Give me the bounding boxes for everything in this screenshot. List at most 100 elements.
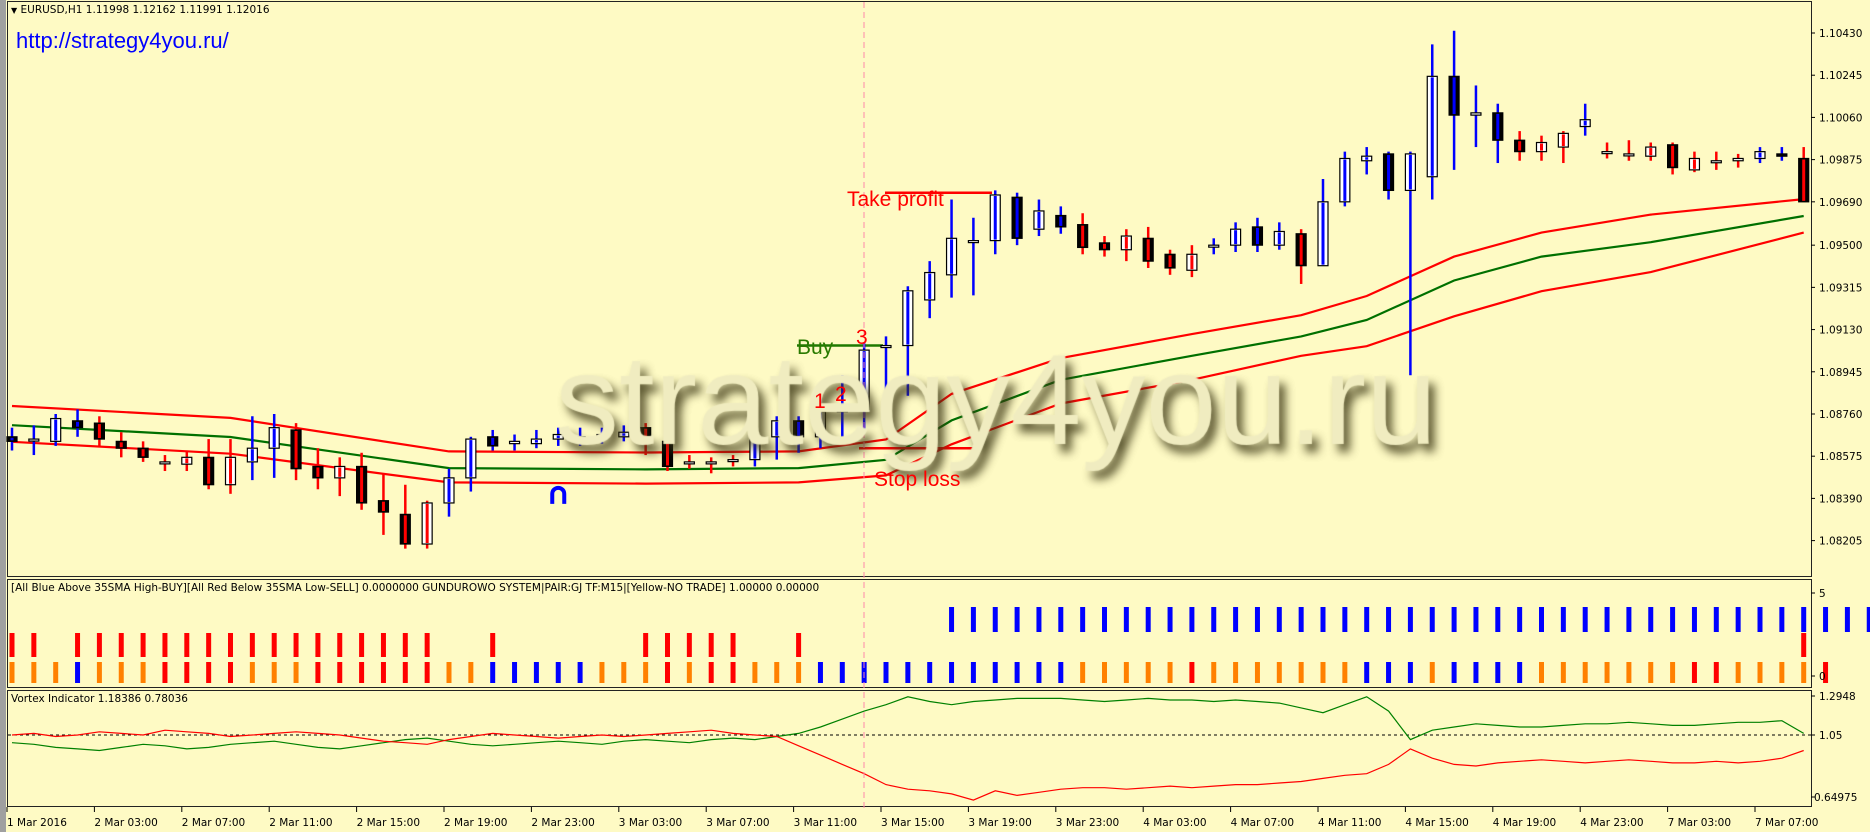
dropdown-triangle-icon[interactable]: ▼: [11, 6, 18, 15]
histogram-bar: [359, 662, 365, 683]
vortex-axis-label: 1.2948: [1819, 691, 1856, 703]
histogram-bar: [1276, 607, 1282, 632]
time-axis-label: 4 Mar 03:00: [1143, 817, 1206, 829]
candle-body: [705, 461, 717, 465]
symbol-header: ▼ EURUSD,H1 1.11998 1.12162 1.11991 1.12…: [11, 4, 270, 16]
histogram-bar: [1539, 662, 1544, 683]
histogram-bar: [970, 607, 976, 632]
histogram-bar: [31, 662, 37, 683]
histogram-bar: [1058, 607, 1064, 632]
histogram-bar: [905, 662, 911, 683]
histogram-bar: [796, 662, 802, 683]
histogram-bar: [1735, 662, 1741, 683]
histogram-bar: [1713, 607, 1719, 632]
histogram-bar: [1123, 662, 1129, 683]
time-axis-label: 4 Mar 07:00: [1231, 817, 1294, 829]
histogram-bar: [1102, 662, 1107, 683]
histogram-bar: [817, 662, 823, 683]
histogram-bar: [1560, 662, 1566, 683]
time-axis-label: 7 Mar 07:00: [1755, 817, 1818, 829]
time-axis-label: 3 Mar 11:00: [794, 817, 857, 829]
histogram-bar: [359, 633, 365, 657]
histogram-bar: [1167, 662, 1173, 683]
histogram-bar: [512, 662, 518, 683]
histogram-bar: [555, 662, 561, 683]
histogram-bar: [1233, 662, 1239, 683]
histogram-bar: [1582, 607, 1588, 632]
histogram-bar: [1648, 662, 1654, 683]
histogram-bar: [949, 607, 955, 632]
histogram-bar: [665, 633, 670, 657]
price-axis-label: 1.08205: [1819, 536, 1862, 548]
histogram-bar: [1473, 662, 1479, 683]
price-axis-label: 1.09690: [1819, 197, 1862, 209]
histogram-bar: [184, 633, 190, 657]
histogram-bar: [686, 662, 692, 683]
histogram-bar: [1014, 662, 1020, 683]
histogram-bar: [1495, 662, 1501, 683]
histogram-bar: [1648, 607, 1654, 632]
time-axis-label: 4 Mar 23:00: [1580, 817, 1643, 829]
histogram-bar: [271, 662, 277, 683]
time-axis-label: 4 Mar 15:00: [1405, 817, 1468, 829]
histogram-bar: [1757, 607, 1763, 632]
histogram-bar: [96, 662, 102, 683]
histogram-bar: [1626, 607, 1632, 632]
histogram-bar: [1036, 607, 1042, 632]
histogram-bar: [1844, 607, 1850, 632]
histogram-bar: [1560, 607, 1566, 632]
vortex-axis-label: 0.64975: [1814, 792, 1857, 804]
histogram-bar: [1211, 607, 1217, 632]
stop-loss-label: Stop loss: [874, 468, 961, 491]
indicator-header: [All Blue Above 35SMA High-BUY][All Red …: [11, 582, 820, 594]
histogram-bar: [533, 662, 539, 683]
candle-body: [967, 240, 980, 244]
histogram-bar: [1298, 607, 1304, 632]
histogram-bar: [490, 662, 496, 683]
signal-2-label: 2: [835, 383, 847, 406]
histogram-bar: [228, 662, 233, 683]
histogram-bar: [53, 662, 59, 683]
histogram-bar: [249, 662, 255, 683]
histogram-bar: [337, 633, 343, 657]
histogram-bar: [446, 662, 452, 683]
histogram-bar: [468, 662, 474, 683]
histogram-bar: [140, 633, 146, 657]
histogram-bar: [1298, 662, 1304, 683]
histogram-bar: [1779, 607, 1785, 632]
histogram-bar: [1801, 633, 1807, 657]
histogram-bar: [839, 662, 845, 683]
histogram-bar: [1801, 607, 1807, 632]
candle-body: [1470, 112, 1482, 116]
histogram-bar: [162, 633, 168, 657]
time-axis-label: 3 Mar 07:00: [706, 817, 769, 829]
histogram-bar: [1145, 607, 1151, 632]
histogram-bar: [96, 633, 102, 657]
signal-1-label: 1: [814, 390, 826, 413]
price-axis-label: 1.10245: [1819, 70, 1862, 82]
candle-body: [1623, 153, 1635, 157]
histogram-bar: [1713, 662, 1719, 683]
histogram-bar: [490, 633, 496, 657]
price-axis-label: 1.09875: [1819, 155, 1862, 167]
time-axis-label: 1 Mar 2016: [7, 817, 67, 829]
histogram-bar: [577, 662, 583, 683]
candle: [50, 413, 62, 446]
histogram-bar: [1189, 607, 1195, 632]
vortex-header: Vortex Indicator 1.18386 0.78036: [11, 693, 188, 705]
time-axis-label: 2 Mar 19:00: [444, 817, 507, 829]
histogram-bar: [1604, 662, 1610, 683]
price-axis-label: 1.09500: [1819, 240, 1862, 252]
histogram-bar: [162, 662, 168, 683]
website-url[interactable]: http://strategy4you.ru/: [16, 28, 229, 53]
candle-body: [1208, 244, 1220, 248]
time-axis-label: 4 Mar 19:00: [1493, 817, 1556, 829]
histogram-bar: [1823, 607, 1829, 632]
histogram-bar: [1364, 662, 1370, 683]
indicator-axis-label: 0: [1819, 671, 1826, 683]
histogram-bar: [271, 633, 277, 657]
histogram-bar: [424, 633, 430, 657]
candle-body: [1776, 153, 1788, 157]
histogram-bar: [206, 662, 212, 683]
